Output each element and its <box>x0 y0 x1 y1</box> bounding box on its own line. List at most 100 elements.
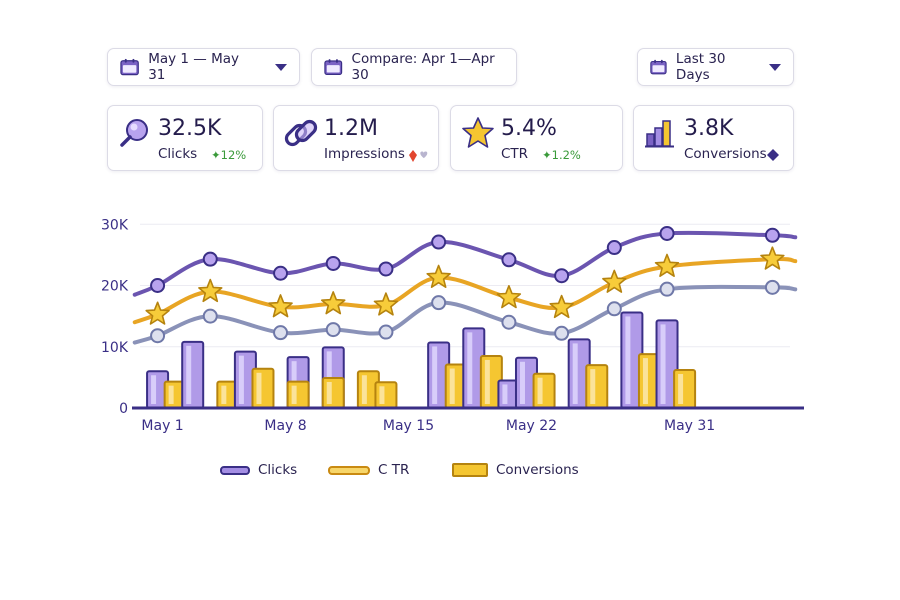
point-clicks <box>325 255 341 271</box>
bar-conversions <box>673 369 697 409</box>
point-clicks <box>273 265 289 281</box>
kpi-label: Clicks <box>158 146 198 162</box>
kpi-card-ctr[interactable]: 5.4% CTR ✦1.2% <box>450 105 623 171</box>
point-ctr <box>549 294 574 319</box>
point-clicks <box>606 240 622 256</box>
trend-down-icon <box>409 150 428 162</box>
calendar-icon <box>650 59 667 75</box>
legend-label: Conversions <box>496 462 579 478</box>
star-icon <box>462 117 494 148</box>
legend-label: C TR <box>378 462 410 478</box>
point-ctr <box>145 301 170 325</box>
y-tick-label: 30K <box>101 217 129 233</box>
bar-highlight <box>168 385 174 404</box>
date-range-select[interactable]: May 1 — May 31 <box>107 48 300 86</box>
point-clicks <box>378 261 394 277</box>
legend-item-clicks: Clicks <box>220 462 297 478</box>
legend-swatch-clicks <box>220 465 250 475</box>
point-ctr <box>198 278 223 303</box>
kpi-card-clicks[interactable]: 32.5K Clicks ✦12% <box>107 105 263 171</box>
bar-highlight <box>186 345 192 404</box>
point-ctr <box>373 292 399 316</box>
point-series-3 <box>764 279 780 295</box>
bar-highlight <box>326 381 332 404</box>
link-icon <box>284 119 318 147</box>
kpi-delta: ✦12% <box>211 148 247 162</box>
bar-highlight <box>151 375 157 404</box>
bar-conversions <box>374 381 398 409</box>
legend-swatch-ctr <box>328 465 370 475</box>
point-series-3 <box>202 308 218 324</box>
bar-highlight <box>502 384 508 404</box>
kpi-label: CTR <box>501 146 529 162</box>
bar-highlight <box>432 346 438 404</box>
y-tick-label: 10K <box>101 340 129 356</box>
bar-conversions <box>321 376 345 409</box>
point-series-3 <box>501 314 517 330</box>
kpi-card-conversions[interactable]: 3.8K Conversions <box>633 105 794 171</box>
period-select[interactable]: Last 30 Days <box>637 48 794 86</box>
bar-highlight <box>291 385 297 404</box>
period-label: Last 30 Days <box>675 51 726 83</box>
bar-highlight <box>678 374 684 404</box>
bar-highlight <box>238 355 244 404</box>
bar-highlight <box>484 359 490 404</box>
point-ctr <box>602 269 627 293</box>
legend-item-ctr: C TR <box>328 462 409 478</box>
magnifier-icon <box>120 119 148 147</box>
point-ctr <box>320 291 346 315</box>
bar-highlight <box>519 361 525 404</box>
point-series-3 <box>378 324 394 340</box>
bar-highlight <box>221 385 227 404</box>
y-tick-label: 0 <box>119 401 128 417</box>
compare-select[interactable]: Compare: Apr 1—Apr 30 <box>311 48 517 86</box>
bar-chart-icon <box>645 120 674 148</box>
point-ctr <box>268 294 293 318</box>
point-clicks <box>431 234 447 250</box>
point-series-3 <box>150 328 166 344</box>
bar-conversions <box>286 380 310 410</box>
bar-clicks <box>181 340 205 410</box>
chevron-down-icon <box>275 63 287 71</box>
point-series-3 <box>659 281 675 297</box>
trend-up-icon: ✦ <box>542 148 552 162</box>
point-series-3 <box>431 295 447 311</box>
kpi-delta: ✦1.2% <box>542 148 581 162</box>
point-clicks <box>150 278 166 293</box>
date-range-label: May 1 — May 31 <box>148 51 239 83</box>
bar-highlight <box>467 332 473 404</box>
point-ctr <box>654 253 680 278</box>
point-clicks <box>501 252 517 268</box>
bar-highlight <box>642 358 648 404</box>
point-clicks <box>202 251 218 267</box>
kpi-value: 5.4% <box>501 116 557 141</box>
point-clicks <box>764 227 780 243</box>
bar-conversions <box>251 367 275 409</box>
kpi-label: Impressions <box>324 146 405 162</box>
bar-highlight <box>625 316 631 404</box>
calendar-icon <box>120 58 139 76</box>
bar-highlight <box>590 369 596 404</box>
bar-highlight <box>256 372 262 404</box>
bar-highlight <box>361 375 367 404</box>
kpi-label: Conversions <box>684 146 767 162</box>
x-tick-label: May 15 <box>383 418 434 434</box>
calendar-icon <box>324 59 343 76</box>
point-clicks <box>659 225 675 241</box>
bar-conversions <box>585 364 609 409</box>
trend-up-icon: ✦ <box>211 148 221 162</box>
compare-label: Compare: Apr 1—Apr 30 <box>351 51 495 83</box>
bar-highlight <box>449 368 455 404</box>
bar-conversions <box>532 372 556 410</box>
y-tick-label: 20K <box>101 279 129 295</box>
bar-highlight <box>572 343 578 404</box>
series-line-1 <box>132 256 798 325</box>
kpi-card-impressions[interactable]: 1.2M Impressions <box>273 105 439 171</box>
x-tick-label: May 1 <box>141 418 183 434</box>
legend-swatch-conversions <box>452 463 488 477</box>
bar-highlight <box>660 324 666 404</box>
neutral-diamond-icon <box>767 149 779 161</box>
point-series-3 <box>554 325 570 341</box>
point-ctr <box>496 284 522 309</box>
